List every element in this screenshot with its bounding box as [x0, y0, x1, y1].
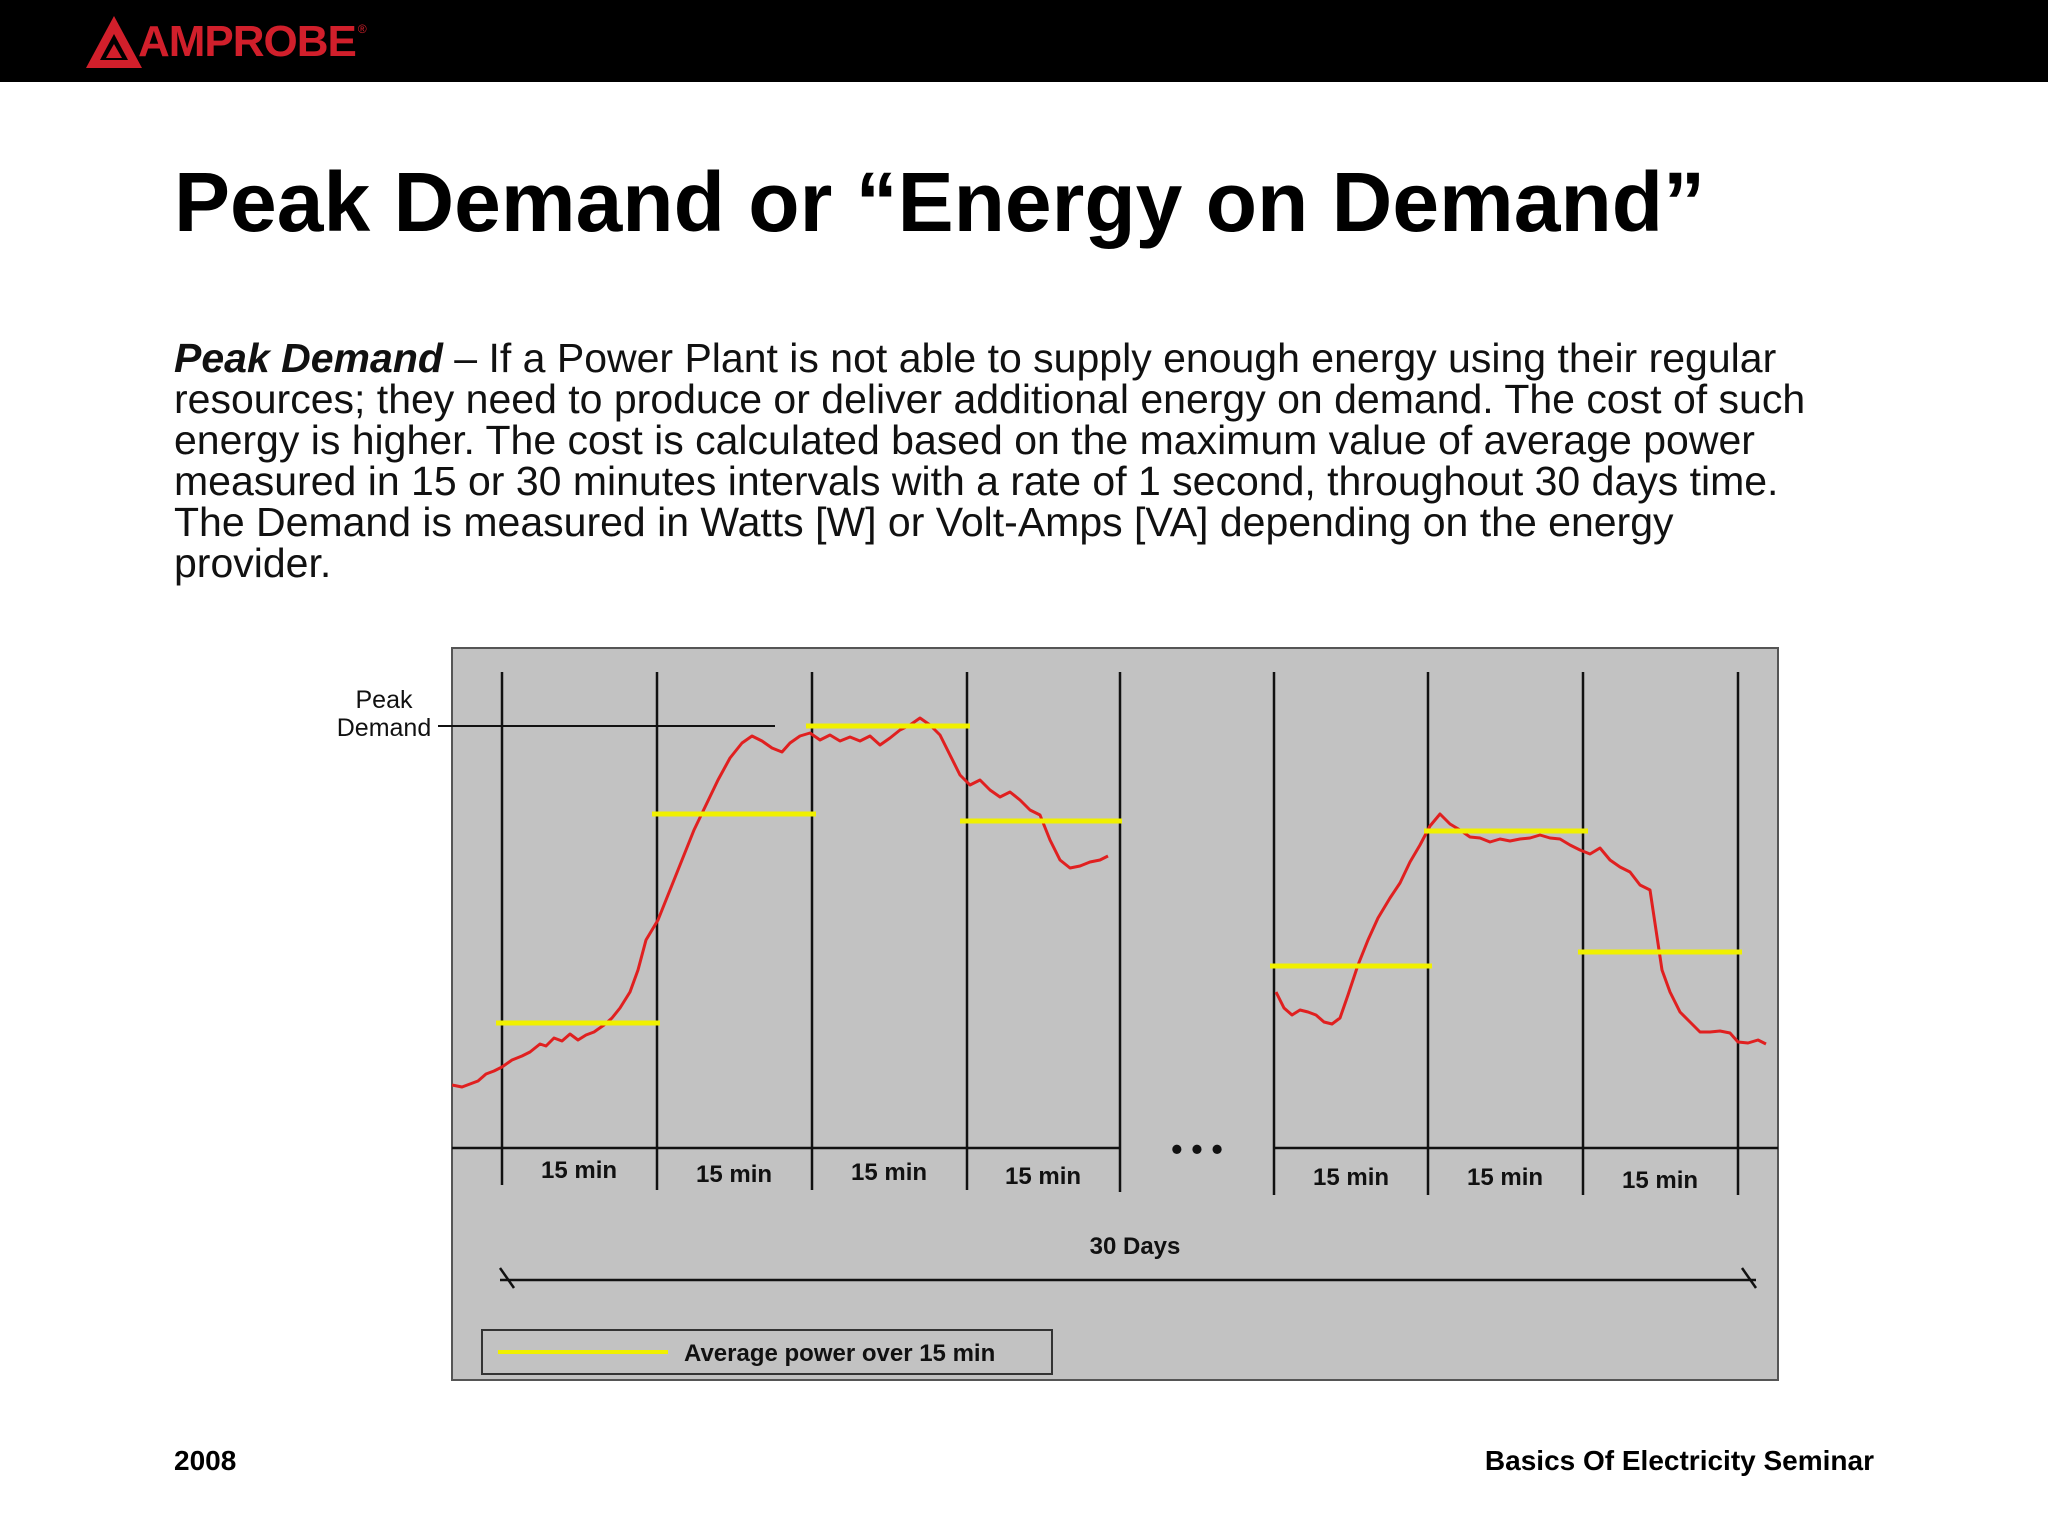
interval-label-7: 15 min: [1622, 1167, 1698, 1194]
interval-label-3: 15 min: [851, 1159, 927, 1186]
peak-label-line1: Peak: [356, 686, 413, 714]
power-curve: [451, 716, 1109, 1089]
average-lines: [496, 723, 1742, 1026]
interval-dividers: [500, 672, 1740, 1195]
slide-paragraph: Peak Demand – If a Power Plant is not ab…: [174, 338, 1814, 584]
interval-label-1: 15 min: [541, 1157, 617, 1184]
peak-demand-diagram: Peak Demand: [300, 640, 1800, 1390]
amprobe-triangle-logo-icon: [86, 16, 142, 68]
logo-text: AMPROBE: [138, 17, 357, 66]
peak-label-line2: Demand: [337, 714, 432, 742]
paragraph-term: Peak Demand: [174, 335, 443, 381]
power-curve-right: [1274, 812, 1767, 1046]
interval-label-2: 15 min: [696, 1161, 772, 1188]
legend-label: Average power over 15 min: [684, 1340, 995, 1367]
paragraph-text: – If a Power Plant is not able to supply…: [174, 335, 1806, 586]
slide-title: Peak Demand or “Energy on Demand”: [174, 155, 1706, 249]
ellipsis: • • •: [1171, 1131, 1222, 1167]
footer-year: 2008: [174, 1445, 237, 1476]
registered-mark: ®: [357, 22, 367, 36]
span-label: 30 Days: [1090, 1233, 1181, 1260]
amprobe-logo: AMPROBE ®: [84, 14, 367, 70]
interval-label-5: 15 min: [1313, 1164, 1389, 1191]
interval-label-6: 15 min: [1467, 1164, 1543, 1191]
header-bar: AMPROBE ®: [0, 0, 2048, 82]
footer-seminar: Basics Of Electricity Seminar: [1484, 1445, 1874, 1476]
diagram-panel: [451, 647, 1779, 1381]
span-arrow: [498, 1267, 1758, 1289]
interval-label-4: 15 min: [1005, 1163, 1081, 1190]
